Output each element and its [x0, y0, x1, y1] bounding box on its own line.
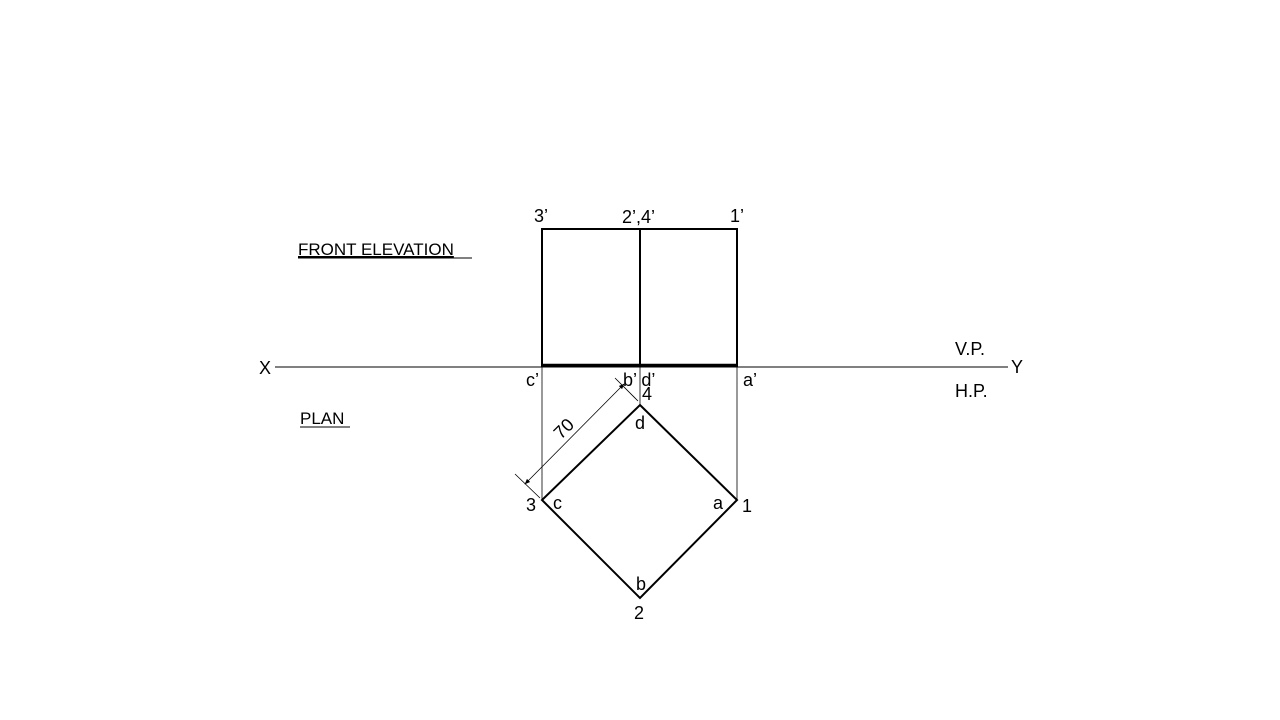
y-label: Y — [1011, 357, 1023, 377]
dimension-value: 70 — [550, 415, 578, 443]
plan-letter-d: d — [635, 413, 645, 433]
plan-number-3: 3 — [526, 495, 536, 515]
vp-label: V.P. — [955, 339, 985, 359]
elevation-base-c: c’ — [526, 370, 539, 390]
elevation-corner-2-4: 2’,4’ — [622, 207, 655, 227]
plan-letter-b: b — [636, 574, 646, 594]
hp-label: H.P. — [955, 381, 988, 401]
elevation-corner-3: 3’ — [534, 206, 548, 226]
plan-number-1: 1 — [742, 496, 752, 516]
dimension-extension-bottom — [514, 473, 541, 499]
plan-letter-a: a — [713, 493, 724, 513]
plan-letter-c: c — [553, 493, 562, 513]
x-label: X — [259, 358, 271, 378]
elevation-base-a: a’ — [743, 370, 757, 390]
dimension-extension-top — [614, 377, 639, 402]
plan-heading: PLAN — [300, 409, 344, 428]
front-elevation-heading: FRONT ELEVATION — [298, 240, 454, 259]
plan-number-4: 4 — [642, 384, 652, 404]
elevation-base-b-d: b’ d’ — [623, 370, 655, 390]
dimension-line — [524, 383, 625, 485]
plan-number-2: 2 — [634, 603, 644, 623]
elevation-corner-1: 1’ — [730, 206, 744, 226]
